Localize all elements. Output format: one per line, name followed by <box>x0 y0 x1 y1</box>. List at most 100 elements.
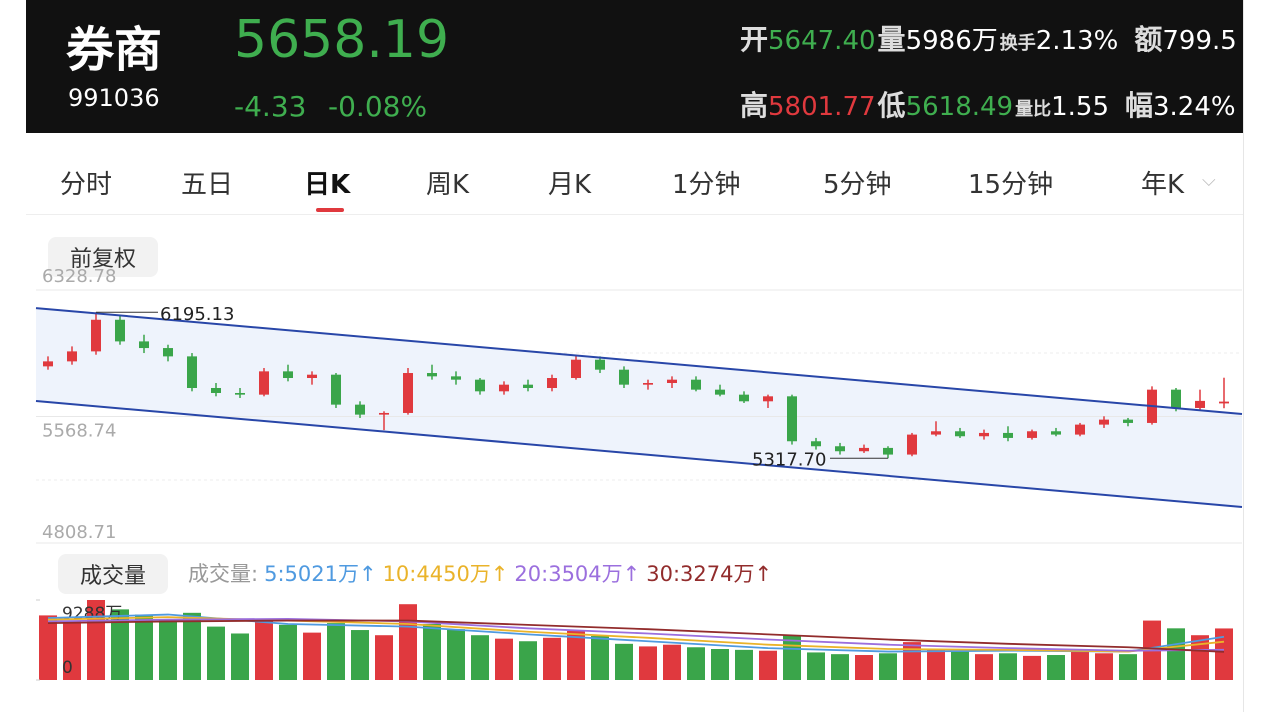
tab[interactable]: 年K <box>1141 170 1185 200</box>
candle-body <box>931 431 941 435</box>
volume-bar <box>495 638 513 680</box>
volume-bar <box>1119 654 1137 680</box>
volume-button[interactable]: 成交量 <box>58 554 169 594</box>
stat-label: 开 <box>740 23 769 56</box>
volume-bar <box>303 632 321 680</box>
legend-entry: 5:5021万↑ <box>264 562 377 586</box>
candle-body <box>763 396 773 402</box>
volume-bar <box>711 648 729 680</box>
stat-value: 2.13% <box>1035 26 1119 56</box>
candle-body <box>739 394 749 402</box>
candle-body <box>139 341 149 349</box>
candle-body <box>115 319 125 342</box>
volume-bar <box>423 624 441 680</box>
candle-body <box>235 392 245 395</box>
volume-bar <box>855 655 873 680</box>
tab-underline <box>316 208 344 212</box>
tab[interactable]: 月K <box>548 170 592 200</box>
volume-bar <box>447 629 465 680</box>
candle-body <box>283 371 293 379</box>
stats-row: 开5647.40量5986万 换手2.13% 额799.5 <box>740 18 1239 58</box>
volume-bar <box>639 646 657 680</box>
volume-bar <box>759 650 777 680</box>
candle-body <box>1003 432 1013 438</box>
candle-body <box>523 384 533 388</box>
candle-body <box>547 378 557 388</box>
volume-bar <box>231 633 249 680</box>
volume-bar <box>999 653 1017 680</box>
candle-body <box>787 396 797 442</box>
stat-label: 额 <box>1134 23 1163 56</box>
candle-body <box>643 383 653 385</box>
channel-fill <box>36 308 1242 508</box>
stat-label: 量 <box>877 23 906 56</box>
y-tick-label: 5568.74 <box>42 421 116 442</box>
tab[interactable]: 五日 <box>181 170 234 200</box>
stat-label: 量比 <box>1015 99 1052 120</box>
volume-bar <box>1071 651 1089 680</box>
y-tick-label: 6328.78 <box>42 266 116 287</box>
candle-body <box>907 434 917 455</box>
candle-body <box>187 356 197 388</box>
volume-bar <box>1047 655 1065 680</box>
tab[interactable]: 周K <box>426 170 470 200</box>
candle-body <box>595 359 605 370</box>
candle-body <box>451 376 461 380</box>
candle-body <box>163 348 173 357</box>
volume-bar <box>63 621 81 680</box>
tab[interactable]: 日K <box>304 170 351 200</box>
volume-bar <box>159 619 177 680</box>
legend-entry: 30:3274万↑ <box>646 562 773 586</box>
candle-body <box>1171 389 1181 408</box>
candle-body <box>571 359 581 379</box>
volume-bar <box>567 630 585 680</box>
stat-value: 3.24% <box>1153 92 1236 122</box>
volume-bar <box>111 609 129 680</box>
volume-bar <box>903 642 921 680</box>
tab[interactable]: 1分钟 <box>672 170 741 200</box>
stat-value: 799.5 <box>1162 26 1237 56</box>
header: 券商 991036 5658.19 -4.33 -0.08% 开5647.40量… <box>26 0 1243 133</box>
volume-bar <box>591 636 609 680</box>
stat-value: 5986万 <box>905 26 998 56</box>
low-annotation: 5317.70 <box>752 449 826 470</box>
volume-bar <box>471 635 489 680</box>
tab[interactable]: 5分钟 <box>823 170 892 200</box>
volume-bar <box>207 626 225 680</box>
stat-label: 换手 <box>999 33 1036 54</box>
candle-body <box>1075 424 1085 435</box>
high-annotation: 6195.13 <box>160 304 234 325</box>
tab[interactable]: 分时 <box>60 170 113 200</box>
volume-bar <box>831 654 849 680</box>
volume-bar <box>879 653 897 680</box>
right-edge <box>1243 0 1280 712</box>
candle-body <box>499 384 509 392</box>
ma-line <box>47 619 1225 653</box>
candle-body <box>475 379 485 392</box>
candle-body <box>691 379 701 390</box>
volume-bar <box>375 635 393 680</box>
candle-body <box>835 446 845 452</box>
candle-body <box>1219 401 1229 404</box>
volume-tick-label: 0 <box>62 658 73 678</box>
volume-bar <box>543 637 561 680</box>
ma-line <box>47 617 1225 652</box>
candle-body <box>307 374 317 379</box>
volume-bar <box>807 652 825 680</box>
adjust-button[interactable]: 前复权 <box>48 237 159 277</box>
candle-body <box>619 369 629 385</box>
candle-body <box>979 432 989 437</box>
volume-bar <box>927 648 945 680</box>
volume-bar <box>1095 653 1113 680</box>
candle-body <box>715 389 725 395</box>
candle-body <box>1195 400 1205 408</box>
channel-line <box>35 399 1243 508</box>
tab[interactable]: 15分钟 <box>968 170 1054 200</box>
candle-body <box>427 373 437 377</box>
volume-bar <box>951 651 969 680</box>
stat-label: 高 <box>740 89 769 122</box>
candle-body <box>355 404 365 415</box>
volume-bar <box>1167 628 1185 680</box>
candle-body <box>1051 431 1061 435</box>
